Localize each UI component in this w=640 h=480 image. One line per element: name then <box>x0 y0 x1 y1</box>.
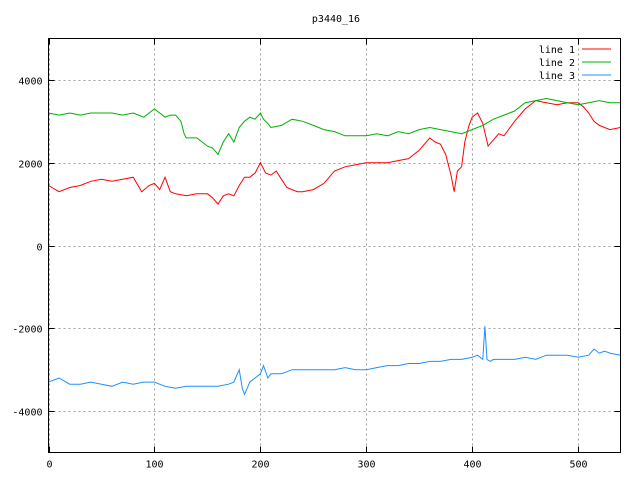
series-line-3 <box>48 326 621 396</box>
y-tick-label: -4000 <box>12 408 42 419</box>
legend-label: line 3 <box>539 71 575 82</box>
x-tick-label: 100 <box>145 460 163 471</box>
x-tick-label: 200 <box>251 460 269 471</box>
axis-ticks: -4000 -2000 0 2000 4000 0 100 200 300 400 500 <box>12 38 621 471</box>
legend: line 1 line 2 line 3 <box>539 45 611 82</box>
series-line-2 <box>48 97 621 156</box>
x-tick-label: 500 <box>569 460 587 471</box>
x-tick-label: 300 <box>357 460 375 471</box>
legend-label: line 2 <box>539 58 575 69</box>
series-line-1 <box>48 100 621 205</box>
series-lines <box>48 97 621 396</box>
legend-label: line 1 <box>539 45 575 56</box>
x-tick-label: 400 <box>463 460 481 471</box>
chart-title: p3440_16 <box>312 14 360 25</box>
grid-lines <box>48 38 621 453</box>
plot-frame <box>48 38 621 453</box>
x-tick-label: 0 <box>46 460 52 471</box>
y-tick-label: 2000 <box>18 160 42 171</box>
y-tick-label: 4000 <box>18 77 42 88</box>
y-tick-label: 0 <box>36 243 42 254</box>
y-tick-label: -2000 <box>12 325 42 336</box>
